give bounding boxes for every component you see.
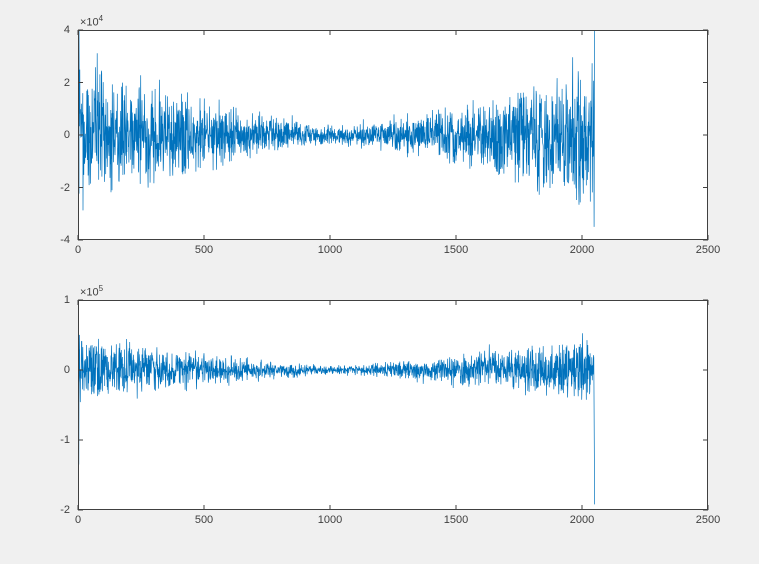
x-tick-label: 0	[75, 514, 81, 526]
series-line	[78, 333, 595, 504]
x-tick-label: 0	[75, 244, 81, 256]
y-tick-label: 4	[64, 24, 70, 36]
series-line	[78, 30, 595, 227]
plot-area	[78, 30, 708, 240]
x-tick-label: 500	[195, 514, 213, 526]
y-tick-label: 2	[64, 77, 70, 89]
axes-2	[78, 300, 708, 510]
plot-area	[78, 300, 708, 510]
y-tick-label: 1	[64, 294, 70, 306]
x-tick-label: 2500	[696, 514, 720, 526]
y-tick-label: -1	[60, 434, 70, 446]
x-tick-label: 1000	[318, 514, 342, 526]
axes-box	[79, 301, 708, 510]
x-tick-label: 2000	[570, 514, 594, 526]
axes-1	[78, 30, 708, 240]
y-tick-label: -2	[60, 182, 70, 194]
figure-window: 0 500 1000 1500 2000 2500 -4 -2 0 2 4 ×104 0 500 1000 1…	[0, 0, 759, 564]
x-tick-label: 2000	[570, 244, 594, 256]
y-exponent-label: ×104	[80, 14, 103, 29]
y-tick-label: -4	[60, 234, 70, 246]
y-tick-label: 0	[64, 364, 70, 376]
x-tick-label: 2500	[696, 244, 720, 256]
y-tick-label: 0	[64, 129, 70, 141]
y-tick-label: -2	[60, 504, 70, 516]
x-tick-label: 1000	[318, 244, 342, 256]
y-exponent-label: ×105	[80, 284, 103, 299]
x-tick-label: 1500	[444, 514, 468, 526]
x-tick-label: 500	[195, 244, 213, 256]
x-tick-label: 1500	[444, 244, 468, 256]
